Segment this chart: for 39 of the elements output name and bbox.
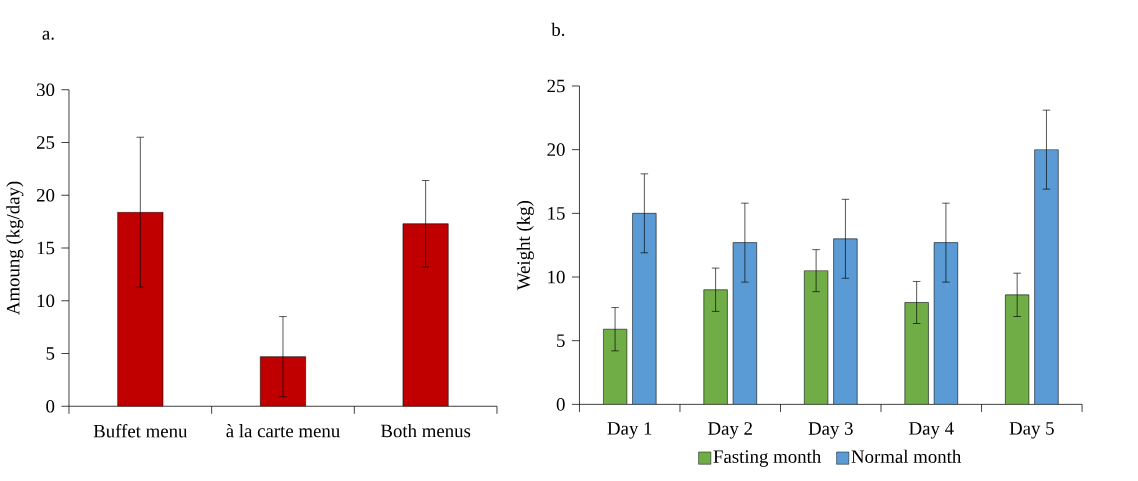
y-tick-label: 0 xyxy=(46,399,55,413)
x-tick-label: Buffet menu xyxy=(93,424,188,438)
legend-label: Normal month xyxy=(851,449,962,463)
y-axis-title: Weight (kg) xyxy=(516,201,534,291)
x-tick-label: à la carte menu xyxy=(226,424,340,438)
bar xyxy=(602,328,628,405)
y-tick-label: 5 xyxy=(46,347,55,360)
y-tick-label: 25 xyxy=(547,79,565,93)
chart-title: a. xyxy=(42,30,54,40)
bar xyxy=(804,270,829,405)
bar xyxy=(703,289,728,405)
x-tick-label: Day 3 xyxy=(808,422,853,439)
bar xyxy=(117,211,164,407)
bar xyxy=(732,242,757,405)
bar xyxy=(1005,294,1030,405)
x-tick-label: Day 4 xyxy=(909,422,954,439)
y-tick-label: 15 xyxy=(548,207,565,220)
bar xyxy=(402,223,449,407)
bar xyxy=(933,242,959,405)
bar xyxy=(1034,149,1059,405)
bar xyxy=(904,302,929,405)
bar xyxy=(833,238,858,405)
y-tick-label: 10 xyxy=(548,270,565,284)
y-tick-label: 10 xyxy=(37,294,55,308)
x-tick-label: Day 5 xyxy=(1009,422,1054,439)
y-tick-label: 20 xyxy=(36,188,55,202)
y-axis-title: Amoung (kg/day) xyxy=(6,181,24,316)
x-tick-label: Day 1 xyxy=(607,422,652,439)
y-tick-label: 30 xyxy=(37,83,55,97)
chart-title: b. xyxy=(551,22,565,37)
x-tick-label: Day 2 xyxy=(708,422,752,439)
bar xyxy=(632,213,657,405)
y-tick-label: 5 xyxy=(557,334,565,347)
y-tick-label: 25 xyxy=(36,136,55,149)
x-tick-label: Both menus xyxy=(380,424,471,438)
y-tick-label: 15 xyxy=(37,241,55,255)
y-tick-label: 20 xyxy=(547,143,565,157)
y-tick-label: 0 xyxy=(556,398,565,411)
legend-label: Fasting month xyxy=(713,449,821,467)
